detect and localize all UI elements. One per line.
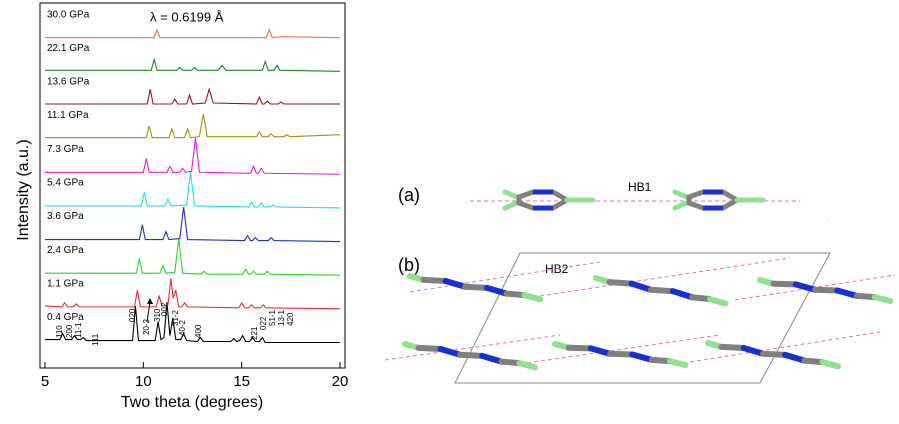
peak-label: 111 [91, 333, 100, 346]
unit-cell [454, 252, 831, 384]
bond-label: HB1 [628, 180, 652, 194]
x-tick-label: 15 [233, 373, 250, 390]
pattern-line [45, 87, 340, 105]
arrow-head [147, 298, 153, 304]
wavelength-annotation: λ = 0.6199 Å [150, 9, 224, 24]
series-label: 13.6 GPa [47, 77, 90, 88]
pattern-line [45, 137, 341, 175]
pattern-line [45, 171, 341, 209]
peak-label: 002 [160, 302, 169, 316]
panel-label: (b) [398, 255, 420, 275]
xrd-plot: λ = 0.6199 Å Two theta (degrees) Intensi… [15, 2, 349, 411]
molecule [675, 192, 763, 208]
axis-mark: · [826, 217, 828, 224]
pattern-line [45, 207, 341, 243]
x-tick-label: 5 [41, 373, 49, 390]
y-axis-title: Intensity (a.u.) [15, 139, 32, 240]
series-label: 7.3 GPa [47, 144, 84, 155]
peak-label: 420 [286, 312, 295, 326]
peak-label: 20-2 [142, 318, 151, 335]
pattern-line [45, 114, 341, 139]
series-label: 30.0 GPa [47, 9, 90, 20]
peak-label: 400 [194, 324, 203, 338]
series-label: 2.4 GPa [47, 245, 84, 256]
peak-label: 221 [250, 326, 259, 340]
molecule [707, 343, 838, 366]
peak-label: 200 [65, 324, 74, 338]
arrow [146, 301, 151, 323]
peak-label: 11-1 [74, 322, 83, 338]
molecule [554, 344, 686, 365]
series-label: 1.1 GPa [47, 278, 84, 289]
structure-panel: (a) HB1 · (b) HB2 [384, 180, 896, 384]
series-label: 22.1 GPa [47, 43, 90, 54]
peak-label: 40-2 [178, 319, 187, 336]
pattern-line [45, 28, 341, 39]
molecule [759, 280, 891, 301]
pattern-line [44, 278, 341, 310]
peak-label: 310 [153, 308, 162, 322]
x-axis-title: Two theta (degrees) [121, 394, 263, 411]
peak-label: 110 [55, 325, 64, 338]
molecule [505, 192, 593, 208]
peak-label: 020 [128, 308, 137, 322]
pattern-line [45, 302, 340, 344]
x-tick-label: 20 [332, 373, 349, 390]
pattern-line [45, 238, 341, 276]
peak-label: 31-2 [171, 309, 180, 326]
peak-label: 022 [259, 316, 268, 330]
x-tick-label: 10 [135, 373, 152, 390]
molecule [595, 278, 726, 304]
series-label: 11.1 GPa [47, 110, 89, 121]
peak-label: 13-1 [277, 309, 286, 326]
series-label: 3.6 GPa [47, 211, 84, 222]
panel-label: (a) [398, 185, 420, 205]
series-label: 5.4 GPa [47, 178, 84, 189]
peak-label: 51-1 [268, 309, 277, 326]
plot-frame [39, 2, 346, 369]
pattern-line [45, 57, 341, 72]
series-label: 0.4 GPa [47, 312, 84, 323]
molecule [409, 276, 540, 299]
